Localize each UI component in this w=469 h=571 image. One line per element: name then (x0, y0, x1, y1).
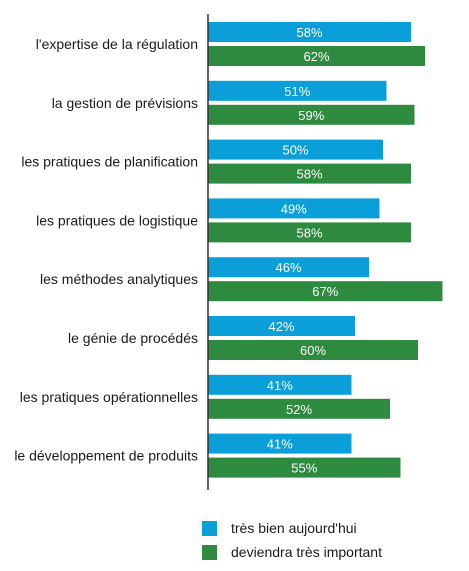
value-label: 58% (296, 225, 322, 240)
bar-today (208, 80, 387, 101)
bar-today (208, 22, 411, 42)
category-label: l'expertise de la régulation (36, 36, 198, 52)
value-label: 55% (291, 461, 317, 476)
category-label: les méthodes analytiques (40, 271, 198, 287)
bar-today (208, 374, 352, 395)
value-label: 41% (267, 437, 293, 452)
bar-today (208, 433, 352, 454)
value-label: 58% (296, 167, 322, 182)
legend: très bien aujourd'hui deviendra très imp… (202, 516, 382, 564)
value-label: 67% (312, 284, 338, 299)
bar-future (208, 281, 443, 302)
bar-future (208, 457, 401, 478)
legend-label-today: très bien aujourd'hui (231, 520, 357, 536)
bar-future (208, 222, 411, 243)
value-label: 49% (281, 201, 307, 216)
value-label: 41% (267, 378, 293, 393)
value-label: 59% (298, 108, 324, 123)
bar-today (208, 316, 355, 336)
value-label: 51% (284, 84, 310, 99)
value-label: 42% (268, 319, 294, 334)
value-label: 60% (300, 343, 326, 358)
value-label: 50% (282, 143, 308, 158)
legend-item-future: deviendra très important (202, 540, 382, 564)
bar-today (208, 257, 369, 278)
bar-today (208, 198, 380, 219)
value-label: 46% (275, 260, 301, 275)
legend-swatch-future (202, 544, 217, 560)
category-label: le génie de procédés (68, 330, 198, 346)
bar-today (208, 139, 383, 160)
bar-future (208, 104, 415, 125)
bar-future (208, 398, 390, 419)
value-label: 58% (296, 25, 322, 40)
bar-future (208, 46, 425, 66)
category-label: les pratiques de logistique (36, 212, 198, 228)
legend-swatch-today (202, 520, 217, 536)
legend-item-today: très bien aujourd'hui (202, 516, 382, 540)
category-label: les pratiques de planification (21, 154, 198, 170)
category-label: la gestion de prévisions (52, 95, 198, 111)
bar-future (208, 340, 418, 360)
value-label: 52% (286, 402, 312, 417)
category-label: les pratiques opérationnelles (20, 389, 198, 405)
legend-label-future: deviendra très important (231, 544, 382, 560)
value-label: 62% (303, 49, 329, 64)
category-label: le développement de produits (14, 448, 198, 464)
bar-future (208, 163, 411, 184)
